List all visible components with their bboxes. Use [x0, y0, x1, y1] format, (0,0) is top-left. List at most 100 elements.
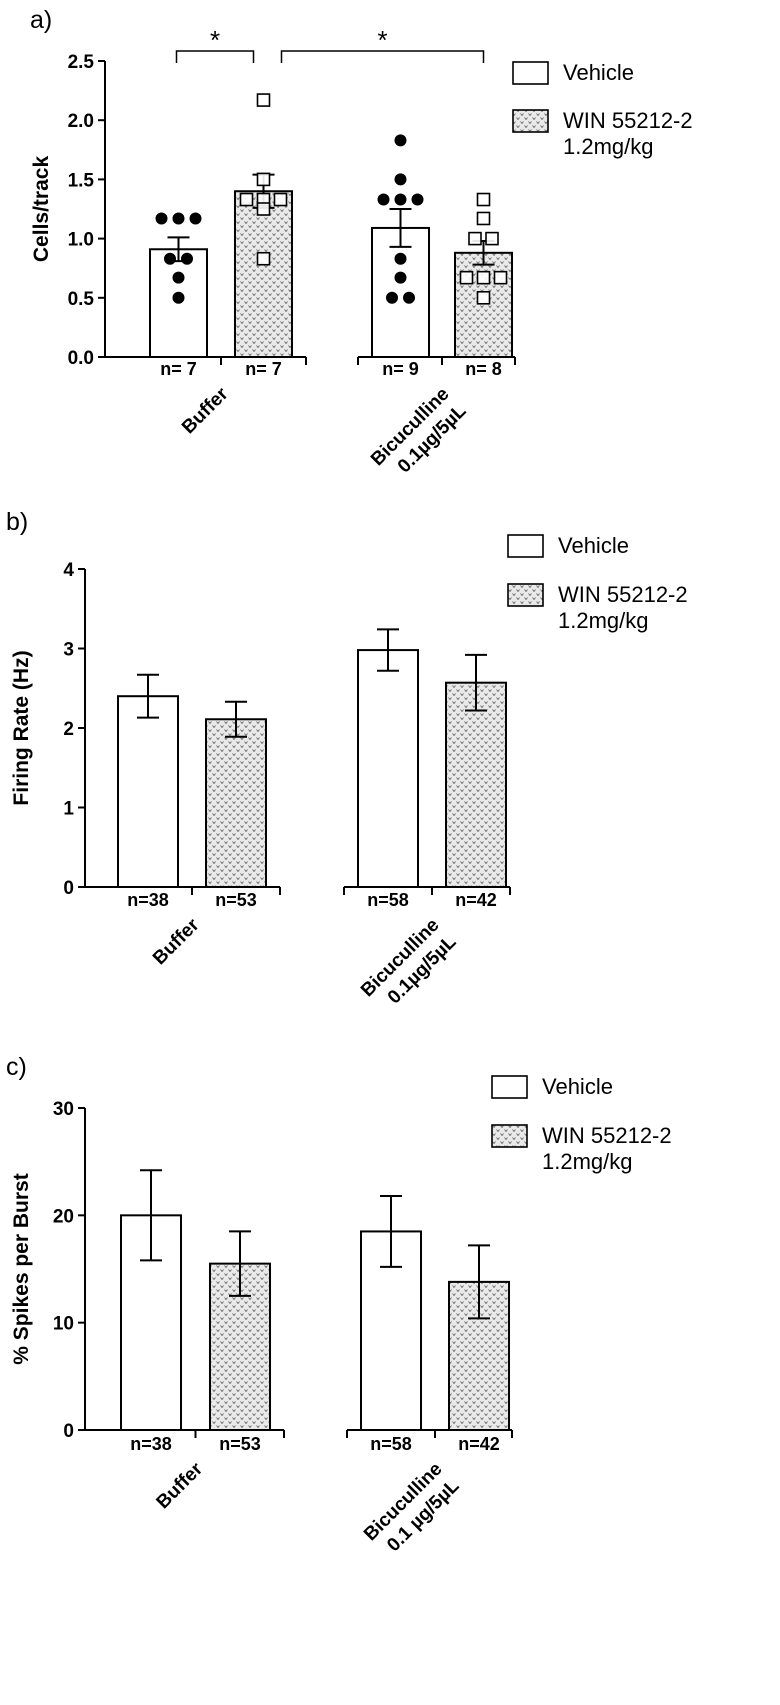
legend-label-vehicle: Vehicle	[558, 533, 629, 558]
n-label: n=42	[458, 1434, 500, 1454]
legend-label-win: WIN 55212-2 1.2mg/kg	[563, 108, 693, 159]
n-label: n= 9	[382, 359, 419, 379]
panel-label: a)	[30, 6, 52, 34]
y-tick-label: 2.0	[68, 111, 94, 132]
bar	[234, 190, 293, 358]
data-point	[459, 270, 474, 285]
y-tick-label: 0.5	[68, 289, 95, 310]
significance-star: *	[377, 25, 387, 55]
legend-label-line: 1.2mg/kg	[558, 608, 649, 633]
y-tick-label: 2	[63, 719, 74, 740]
y-tick-label: 1.0	[68, 230, 94, 251]
y-tick-label: 2.5	[68, 52, 95, 73]
data-point	[394, 252, 407, 265]
y-tick-label: 1	[63, 799, 74, 820]
legend-swatch-win	[491, 1124, 528, 1148]
data-point	[493, 270, 508, 285]
data-point	[181, 252, 193, 265]
group-label: Bicuculline0.1µg/5µL	[357, 914, 461, 1018]
data-point	[172, 212, 185, 225]
panel-1: a) 0.0 0.5 1.0 1.5 2.0 2.5 Cells/track Buffer Bic…	[30, 6, 693, 487]
n-label: n=38	[127, 890, 169, 910]
data-point	[476, 290, 491, 305]
y-tick-label: 0	[63, 1421, 74, 1442]
y-tick-label: 20	[53, 1206, 74, 1227]
significance-bracket	[175, 50, 255, 63]
data-point	[164, 252, 176, 265]
data-point	[485, 231, 499, 246]
y-axis-title: Cells/track	[30, 156, 53, 263]
legend-label-line: 1.2mg/kg	[563, 134, 654, 159]
significance-star: *	[210, 25, 220, 55]
bar	[371, 226, 430, 358]
y-tick-label: 0	[63, 878, 74, 899]
n-label: n= 7	[245, 359, 282, 379]
panel-2: b) 0 1 2 3 4 Firing Rate (Hz) Buffer Bicuculline…	[6, 508, 688, 1018]
group-label-line: Buffer	[149, 914, 204, 969]
data-point	[394, 193, 407, 206]
legend-label-line: WIN 55212-2	[558, 582, 688, 607]
group-label: Bicuculline0.1µg/5µL	[367, 383, 471, 487]
legend-label-line: WIN 55212-2	[563, 108, 693, 133]
legend-label-win: WIN 55212-2 1.2mg/kg	[542, 1123, 672, 1174]
data-point	[172, 291, 185, 304]
data-point	[476, 192, 491, 207]
group-label: Buffer	[178, 383, 233, 438]
n-label: n=42	[455, 890, 497, 910]
legend-label-vehicle: Vehicle	[563, 60, 634, 85]
data-point	[377, 193, 390, 206]
bar	[445, 681, 507, 888]
data-point	[394, 271, 407, 284]
data-point	[189, 212, 202, 225]
significance-bracket	[280, 50, 485, 63]
bar	[117, 695, 179, 889]
y-tick-label: 1.5	[68, 170, 95, 191]
panel-3: c) 0 10 20 30 % Spikes per Burst Buffer Bicucul…	[6, 1053, 672, 1562]
data-point	[386, 291, 398, 304]
legend-swatch-vehicle	[491, 1075, 528, 1099]
bar	[454, 251, 513, 358]
data-point	[394, 173, 407, 186]
y-tick-label: 0.0	[68, 348, 94, 369]
legend-label-vehicle: Vehicle	[542, 1074, 613, 1099]
y-tick-label: 30	[53, 1099, 74, 1120]
group-label: Buffer	[153, 1458, 208, 1513]
panel-label: b)	[6, 508, 28, 536]
group-label-line: Buffer	[178, 383, 233, 438]
n-label: n=53	[215, 890, 257, 910]
legend-label-line: WIN 55212-2	[542, 1123, 672, 1148]
legend: Vehicle WIN 55212-2 1.2mg/kg	[512, 60, 693, 159]
group-label: Bicuculline0.1 µg/5µL	[360, 1458, 464, 1562]
data-point	[239, 192, 254, 207]
data-point	[411, 193, 424, 206]
legend-swatch-vehicle	[507, 534, 544, 558]
legend-label-line: 1.2mg/kg	[542, 1149, 633, 1174]
data-point	[256, 172, 271, 187]
data-point	[155, 212, 168, 225]
legend-label-win: WIN 55212-2 1.2mg/kg	[558, 582, 688, 633]
data-point	[394, 134, 407, 147]
legend-swatch-win	[512, 109, 549, 133]
n-label: n=53	[219, 1434, 261, 1454]
y-tick-label: 10	[53, 1314, 74, 1335]
data-point	[172, 271, 185, 284]
legend-swatch-vehicle	[512, 61, 549, 85]
n-label: n=58	[370, 1434, 412, 1454]
data-point	[476, 211, 491, 226]
group-label: Buffer	[149, 914, 204, 969]
group-label-line: Buffer	[153, 1458, 208, 1513]
legend: Vehicle WIN 55212-2 1.2mg/kg	[491, 1074, 672, 1174]
bar	[357, 649, 419, 889]
legend-swatch-win	[507, 583, 544, 607]
n-label: n= 8	[465, 359, 502, 379]
bar	[205, 718, 267, 888]
y-axis-title: % Spikes per Burst	[10, 1173, 33, 1364]
data-point	[256, 93, 271, 107]
y-axis-title: Firing Rate (Hz)	[10, 650, 33, 805]
n-label: n= 7	[160, 359, 197, 379]
y-tick-label: 3	[63, 640, 74, 661]
panel-label: c)	[6, 1053, 27, 1081]
data-point	[476, 270, 491, 285]
data-point	[468, 231, 482, 246]
